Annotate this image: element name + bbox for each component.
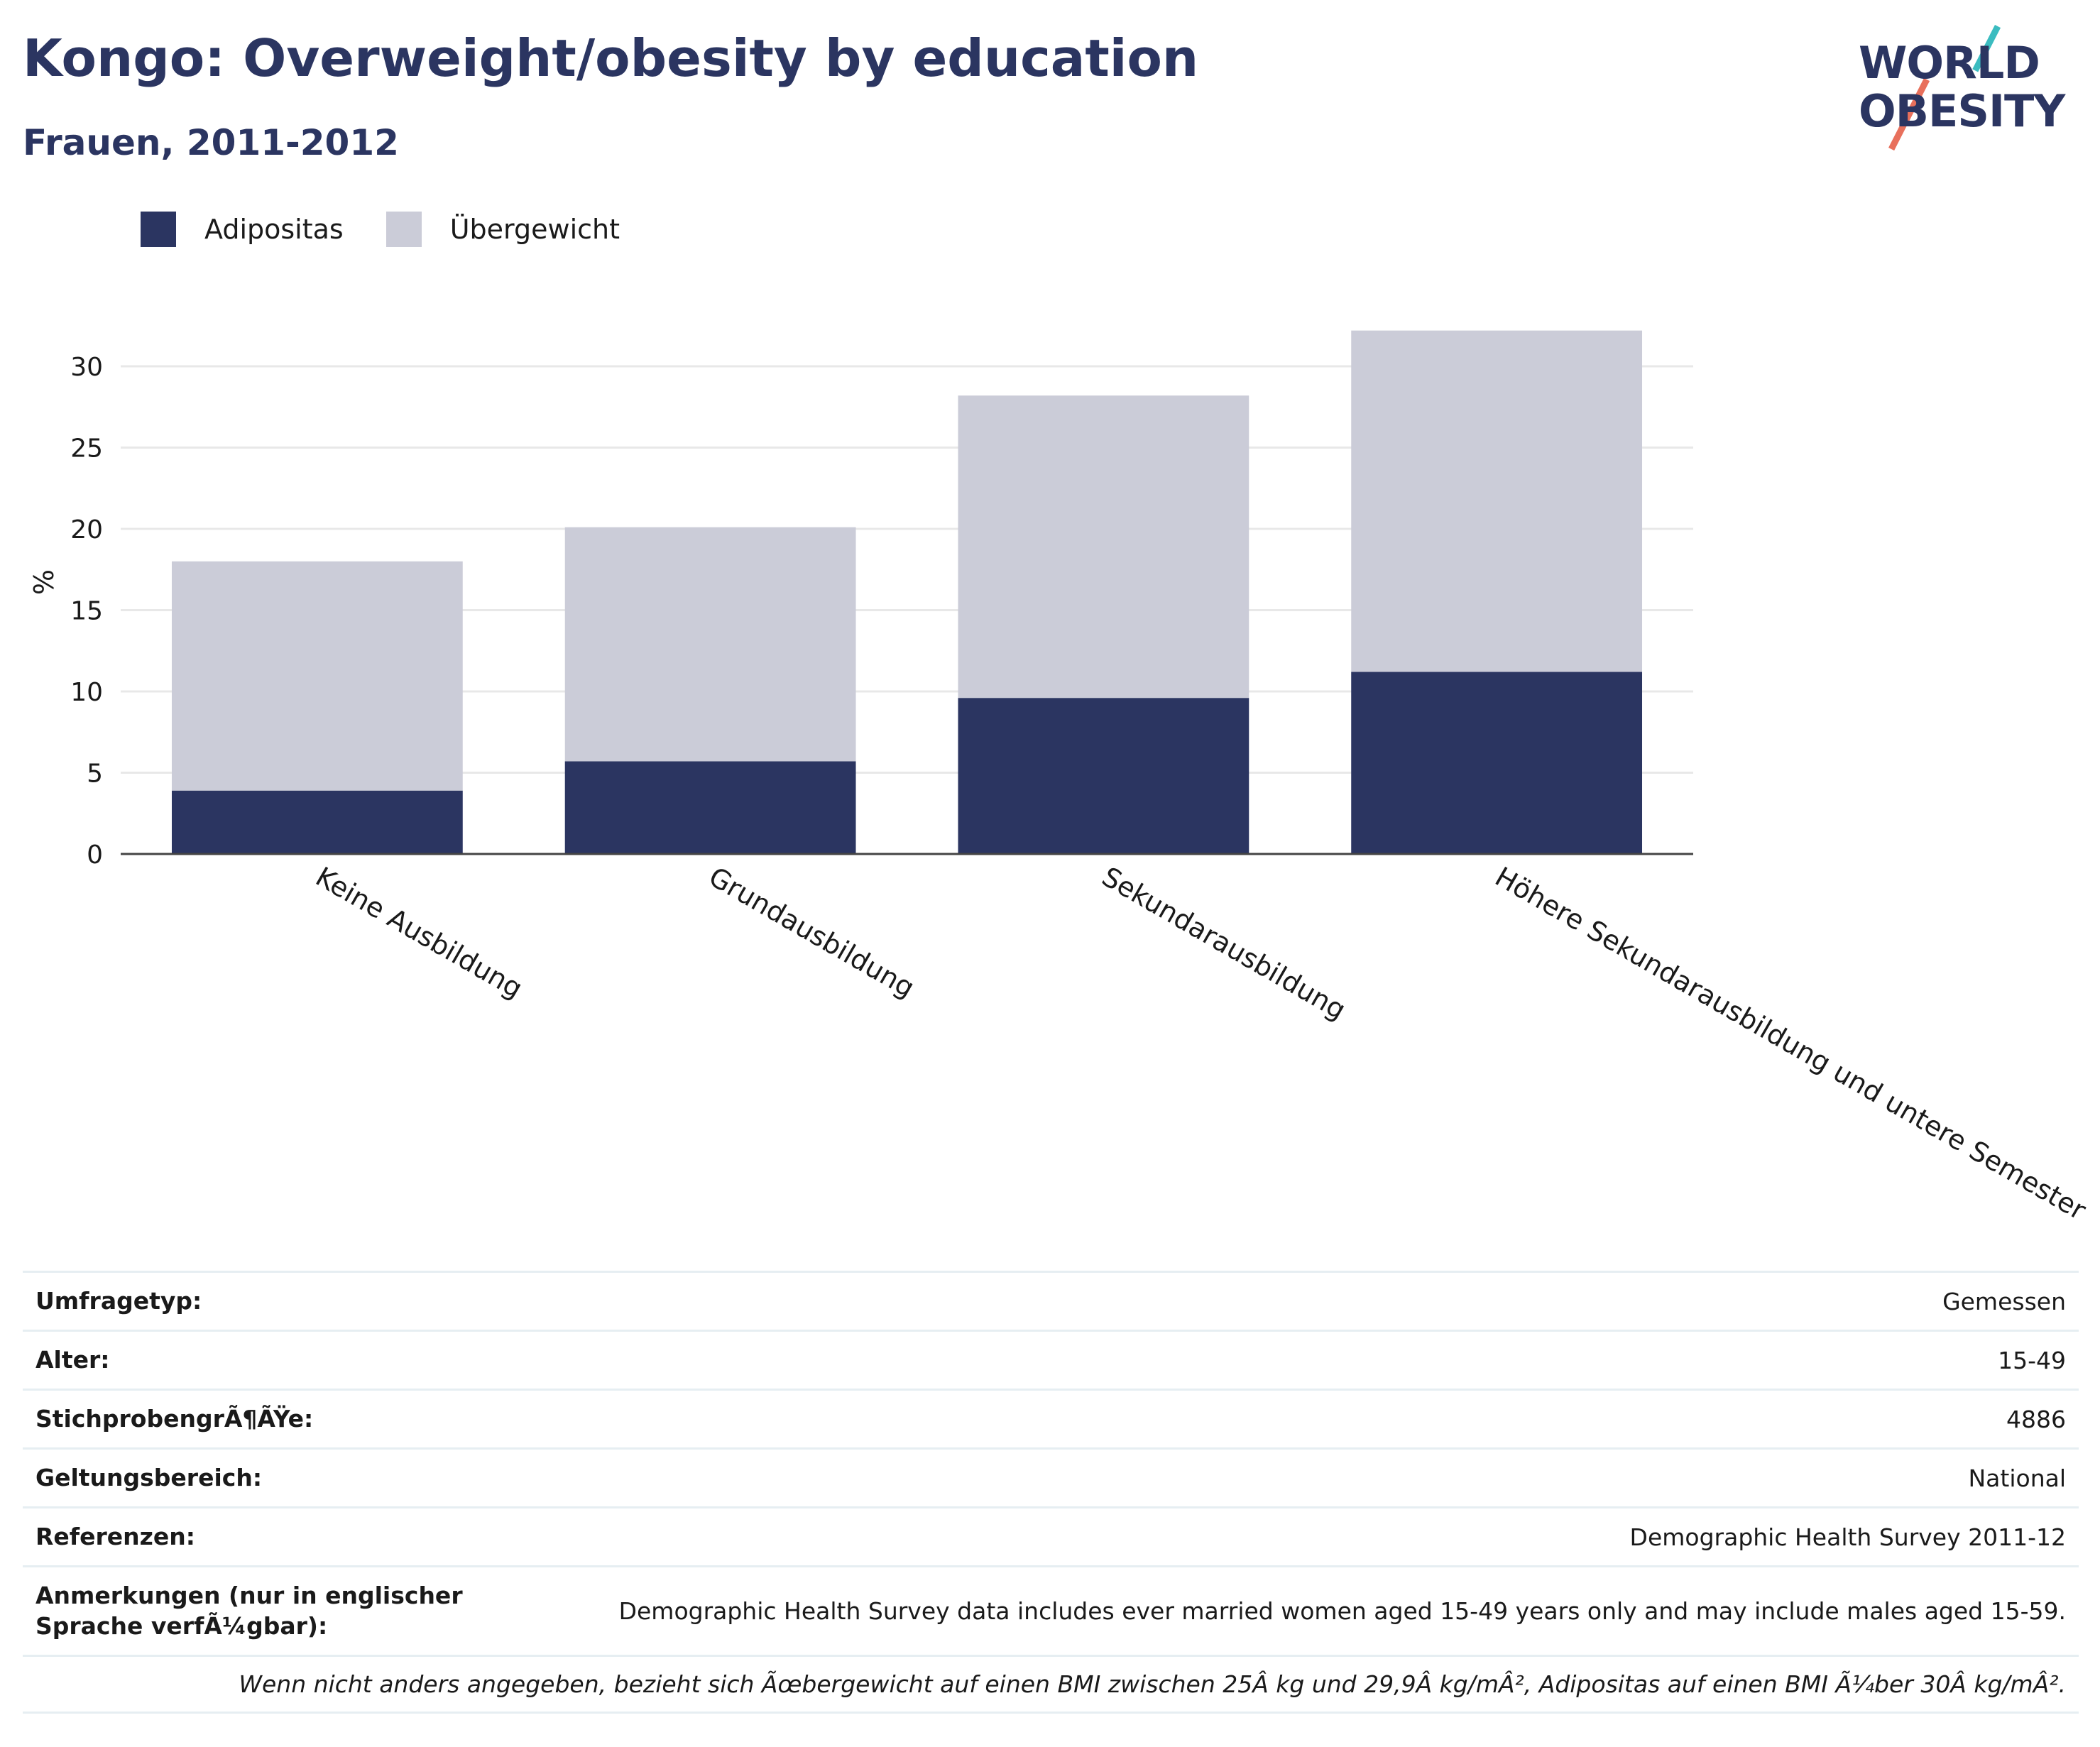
info-row-age: Alter: 15-49 xyxy=(23,1330,2079,1389)
footnote: Wenn nicht anders angegeben, bezieht sic… xyxy=(23,1655,2079,1714)
logo-line-world: WORLD xyxy=(1859,37,2040,89)
info-value: Gemessen xyxy=(1942,1287,2066,1315)
y-axis-label: % xyxy=(28,569,60,595)
info-row-references: Referenzen: Demographic Health Survey 20… xyxy=(23,1506,2079,1565)
bar-segment-übergewicht[interactable] xyxy=(1351,330,1643,672)
bars xyxy=(171,330,1643,854)
info-table: Umfragetyp: Gemessen Alter: 15-49 Stichp… xyxy=(23,1271,2079,1714)
y-tick-label: 5 xyxy=(87,760,103,789)
chart-legend: Adipositas Übergewicht xyxy=(141,212,662,247)
info-row-notes: Anmerkungen (nur in englischer Sprache v… xyxy=(23,1565,2079,1655)
y-tick-label: 15 xyxy=(70,597,103,626)
x-tick-labels: Keine Ausbildung Grundausbildung Sekundara… xyxy=(310,861,2091,1227)
x-tick-label: Keine Ausbildung xyxy=(310,861,527,1004)
info-value: 4886 xyxy=(2006,1405,2066,1433)
y-tick-label: 25 xyxy=(70,434,103,464)
bar-segment-adipositas[interactable] xyxy=(564,761,856,854)
x-tick-label: Sekundarausbildung xyxy=(1097,861,1351,1026)
info-key: Geltungsbereich: xyxy=(35,1463,263,1491)
bar-chart: 0 5 10 15 20 25 30 Keine Ausbildung Grundausbil… xyxy=(28,330,2091,1227)
info-value: Demographic Health Survey 2011-12 xyxy=(1629,1523,2066,1551)
legend-item-adipositas[interactable]: Adipositas xyxy=(141,212,344,247)
world-obesity-logo[interactable]: WORLD OBESITY xyxy=(1853,25,2087,151)
info-key: StichprobengrÃ¶ÃŸe: xyxy=(35,1404,314,1433)
logo-line-obesity: OBESITY xyxy=(1859,85,2065,137)
x-tick-label: Grundausbildung xyxy=(704,861,919,1004)
y-tick-label: 10 xyxy=(70,678,103,707)
y-tick-label: 20 xyxy=(70,515,103,544)
legend-item-uebergewicht[interactable]: Übergewicht xyxy=(385,212,620,247)
legend-swatch-adipositas xyxy=(141,212,176,247)
bar-segment-übergewicht[interactable] xyxy=(958,395,1249,699)
info-value: Demographic Health Survey data includes … xyxy=(618,1597,2066,1625)
bar-segment-adipositas[interactable] xyxy=(171,790,463,854)
info-key: Umfragetyp: xyxy=(35,1286,202,1315)
legend-label-uebergewicht: Übergewicht xyxy=(449,214,620,245)
bar-segment-übergewicht[interactable] xyxy=(171,561,463,791)
legend-swatch-uebergewicht xyxy=(385,212,422,247)
info-key: Anmerkungen (nur in englischer Sprache v… xyxy=(35,1581,463,1640)
bar-segment-adipositas[interactable] xyxy=(958,698,1249,854)
info-row-coverage: Geltungsbereich: National xyxy=(23,1447,2079,1506)
chart-subtitle: Frauen, 2011-2012 xyxy=(23,122,399,163)
bar-segment-adipositas[interactable] xyxy=(1351,672,1643,854)
info-value: National xyxy=(1968,1464,2066,1492)
bar-segment-übergewicht[interactable] xyxy=(564,527,856,762)
y-tick-labels: 0 5 10 15 20 25 30 xyxy=(70,353,103,870)
chart-title: Kongo: Overweight/obesity by education xyxy=(23,28,1199,88)
info-key: Alter: xyxy=(35,1345,110,1374)
info-key: Referenzen: xyxy=(35,1522,195,1550)
y-tick-label: 30 xyxy=(70,353,103,382)
info-row-survey-type: Umfragetyp: Gemessen xyxy=(23,1271,2079,1330)
info-row-sample-size: StichprobengrÃ¶ÃŸe: 4886 xyxy=(23,1389,2079,1447)
y-tick-label: 0 xyxy=(87,840,103,870)
x-tick-label: Höhere Sekundarausbildung und untere Sem… xyxy=(1490,861,2091,1227)
legend-label-adipositas: Adipositas xyxy=(204,214,344,245)
info-value: 15-49 xyxy=(1998,1346,2066,1374)
